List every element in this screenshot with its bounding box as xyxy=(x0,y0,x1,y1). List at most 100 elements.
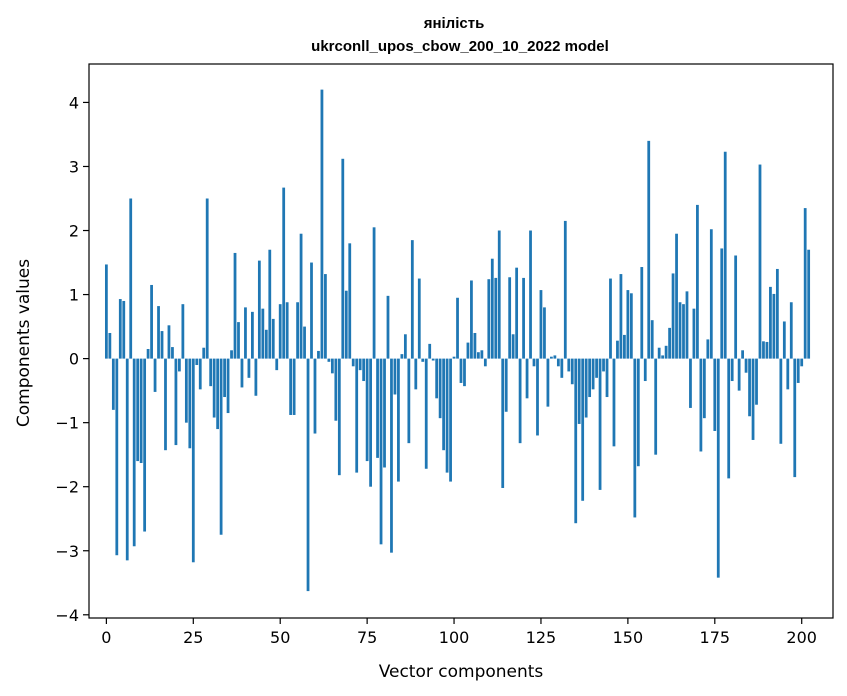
x-tick-label-100: 100 xyxy=(439,628,470,647)
bar-190 xyxy=(765,341,769,359)
bar-42 xyxy=(251,311,254,359)
bar-94 xyxy=(431,358,435,361)
bar-156 xyxy=(647,140,651,359)
bar-90 xyxy=(417,278,421,359)
bar-104 xyxy=(466,342,470,359)
bar-53 xyxy=(289,358,293,415)
bar-151 xyxy=(629,293,633,359)
bar-23 xyxy=(184,358,188,423)
bar-160 xyxy=(661,355,665,359)
bar-149 xyxy=(623,334,626,359)
bar-45 xyxy=(261,308,265,359)
bar-63 xyxy=(324,274,327,359)
bar-117 xyxy=(511,334,515,359)
bar-29 xyxy=(205,198,209,359)
bar-76 xyxy=(369,358,372,487)
bar-47 xyxy=(268,249,272,359)
bar-122 xyxy=(529,230,532,359)
bar-143 xyxy=(602,358,605,372)
chart-title-line-1: янілість xyxy=(424,15,485,32)
bar-17 xyxy=(164,358,167,451)
bar-64 xyxy=(327,358,331,362)
y-tick-label-2: 2 xyxy=(69,222,79,241)
bar-27 xyxy=(198,358,202,390)
bar-137 xyxy=(581,358,585,501)
bar-171 xyxy=(699,358,703,452)
bar-152 xyxy=(633,358,637,518)
bar-101 xyxy=(456,297,459,359)
bar-103 xyxy=(463,358,466,387)
bar-141 xyxy=(595,358,598,378)
bar-57 xyxy=(303,326,306,359)
bar-115 xyxy=(504,358,508,412)
bar-50 xyxy=(278,304,282,359)
y-tick-label--4: −4 xyxy=(55,606,79,625)
bar-54 xyxy=(292,358,296,415)
bar-120 xyxy=(522,277,525,359)
bar-165 xyxy=(678,302,682,359)
bar-155 xyxy=(643,358,647,382)
bar-89 xyxy=(414,358,418,390)
bar-170 xyxy=(696,204,699,359)
bar-48 xyxy=(271,318,275,359)
bar-95 xyxy=(435,358,439,399)
bar-197 xyxy=(789,302,793,359)
bar-80 xyxy=(383,358,386,468)
bar-68 xyxy=(341,158,345,359)
bar-78 xyxy=(376,358,379,458)
y-tick-label--3: −3 xyxy=(55,542,79,561)
bar-174 xyxy=(709,229,713,359)
bar-4 xyxy=(118,299,122,359)
bar-107 xyxy=(476,352,480,359)
bar-134 xyxy=(570,358,574,385)
bar-24 xyxy=(188,358,192,449)
bar-55 xyxy=(296,302,299,359)
bar-186 xyxy=(751,358,755,440)
bar-189 xyxy=(762,341,765,359)
bar-188 xyxy=(758,164,762,359)
bar-124 xyxy=(536,358,539,436)
bar-28 xyxy=(202,347,206,359)
bar-26 xyxy=(195,358,199,366)
bar-40 xyxy=(244,307,247,359)
bar-100 xyxy=(452,356,456,359)
y-tick-label-3: 3 xyxy=(69,157,79,176)
bar-11 xyxy=(143,358,147,532)
bar-175 xyxy=(713,358,717,431)
x-tick-label-0: 0 xyxy=(101,628,111,647)
bar-98 xyxy=(445,358,449,473)
x-tick-label-75: 75 xyxy=(357,628,377,647)
bar-18 xyxy=(167,325,171,359)
bar-62 xyxy=(320,89,324,359)
bar-133 xyxy=(567,358,571,372)
bar-132 xyxy=(563,220,567,359)
bar-200 xyxy=(800,358,804,367)
bar-183 xyxy=(741,350,744,359)
bar-184 xyxy=(744,358,748,373)
x-tick-label-50: 50 xyxy=(270,628,290,647)
bar-0 xyxy=(104,264,108,359)
bar-5 xyxy=(122,300,126,359)
bar-168 xyxy=(689,358,692,408)
bar-161 xyxy=(664,345,668,359)
bar-84 xyxy=(397,358,400,482)
bar-185 xyxy=(748,358,751,417)
bar-21 xyxy=(178,358,181,372)
bar-145 xyxy=(609,278,612,359)
bar-127 xyxy=(546,358,550,407)
bar-144 xyxy=(605,358,609,398)
bar-128 xyxy=(550,356,553,359)
bar-10 xyxy=(139,358,143,464)
bar-199 xyxy=(796,358,800,383)
bar-106 xyxy=(473,332,477,359)
y-tick-label-0: 0 xyxy=(69,350,79,369)
bar-148 xyxy=(619,274,623,359)
bar-86 xyxy=(403,334,407,359)
bar-166 xyxy=(682,304,685,359)
bar-43 xyxy=(254,358,258,396)
bar-180 xyxy=(730,358,734,382)
bar-201 xyxy=(803,208,807,359)
bar-31 xyxy=(212,358,216,418)
bar-162 xyxy=(668,327,671,359)
